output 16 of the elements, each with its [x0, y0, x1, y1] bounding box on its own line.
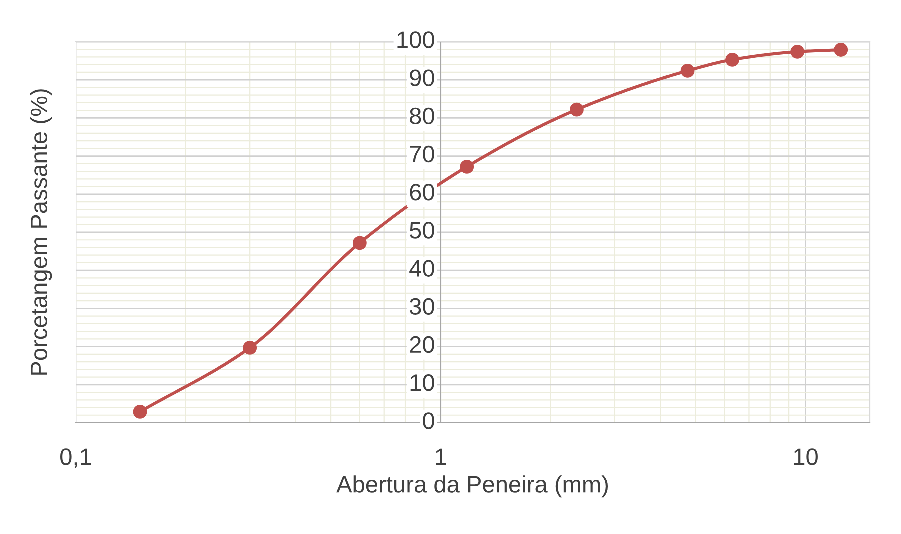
y-tick-label: 40 [410, 260, 434, 277]
y-tick-label: 100 [398, 32, 434, 48]
x-tick-label: 1 [436, 448, 446, 466]
x-tick-label: 0,1 [60, 448, 92, 468]
y-tick-label: 50 [410, 222, 434, 239]
y-tick-label: 30 [410, 298, 434, 316]
x-axis-title: Abertura da Peneira (mm) [336, 476, 608, 498]
y-tick-label: 70 [410, 146, 434, 163]
y-tick-label: 90 [410, 70, 434, 86]
y-tick-label: 60 [410, 184, 434, 201]
x-tick-label: 10 [794, 448, 818, 466]
y-tick-label: 0 [423, 412, 434, 430]
y-axis-title: Porcetangem Passante (%) [30, 90, 52, 375]
y-tick-label: 80 [410, 108, 434, 125]
y-tick-label: 20 [410, 336, 434, 354]
y-tick-label: 10 [410, 374, 434, 392]
